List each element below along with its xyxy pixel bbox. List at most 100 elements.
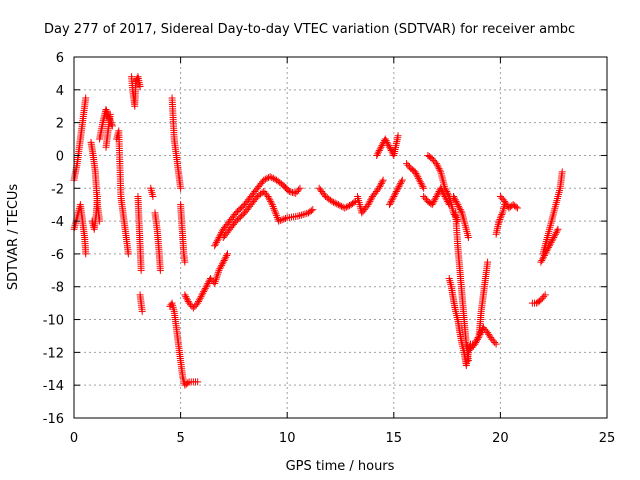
series-s31 — [492, 201, 509, 238]
data-point — [376, 145, 384, 153]
data-point — [197, 293, 205, 301]
data-point — [420, 192, 428, 200]
data-point — [177, 184, 185, 192]
data-point — [292, 189, 300, 197]
data-point — [473, 335, 481, 343]
data-point — [270, 204, 278, 212]
data-point — [280, 215, 288, 223]
data-point — [391, 191, 399, 199]
data-point — [199, 289, 207, 297]
data-point — [378, 142, 386, 150]
data-point — [393, 186, 401, 194]
data-point — [441, 184, 449, 192]
data-point — [551, 232, 559, 240]
data-point — [432, 160, 440, 168]
data-point — [276, 216, 284, 224]
data-point — [320, 191, 328, 199]
data-point — [428, 155, 436, 163]
data-point — [268, 201, 276, 209]
data-point — [103, 107, 111, 115]
data-point — [404, 161, 412, 169]
data-point — [416, 178, 424, 186]
data-point — [381, 135, 389, 143]
data-point — [488, 335, 496, 343]
data-point — [394, 184, 402, 192]
y-tick-label: -4 — [51, 215, 64, 230]
data-point — [275, 217, 283, 225]
series-s22 — [386, 176, 406, 209]
data-point — [549, 235, 557, 243]
data-point — [267, 197, 275, 205]
data-point — [214, 235, 222, 243]
data-point — [331, 199, 339, 207]
data-point — [365, 199, 373, 207]
data-point — [491, 339, 499, 347]
data-point — [202, 283, 210, 291]
data-point — [189, 304, 197, 312]
data-point — [548, 237, 556, 245]
series-s32 — [496, 192, 521, 212]
y-tick-label: -10 — [43, 314, 64, 329]
data-point — [336, 202, 344, 210]
data-point — [203, 281, 211, 289]
data-point — [297, 211, 305, 219]
data-point — [551, 230, 559, 238]
data-point — [82, 94, 90, 102]
x-tick-label: 20 — [492, 431, 509, 446]
data-point — [436, 166, 444, 174]
data-point — [386, 143, 394, 151]
data-point — [375, 147, 383, 155]
data-point — [442, 186, 450, 194]
data-point — [149, 192, 157, 200]
data-series — [70, 73, 566, 389]
data-point — [430, 197, 438, 205]
data-point — [431, 196, 439, 204]
data-point — [263, 174, 271, 182]
y-tick-label: -14 — [43, 379, 64, 394]
data-point — [392, 188, 400, 196]
data-point — [264, 192, 272, 200]
data-point — [213, 272, 221, 280]
data-point — [328, 197, 336, 205]
data-point — [386, 145, 394, 153]
data-point — [376, 183, 384, 191]
data-point — [374, 150, 382, 158]
data-point — [428, 201, 436, 209]
data-point — [398, 176, 406, 184]
x-tick-label: 5 — [176, 431, 184, 446]
series-s16 — [181, 250, 232, 312]
data-point — [266, 173, 274, 181]
data-point — [181, 291, 189, 299]
data-point — [537, 258, 545, 266]
data-point — [415, 176, 423, 184]
data-point — [270, 206, 278, 214]
data-point — [550, 234, 558, 241]
data-point — [388, 196, 396, 204]
data-point — [184, 379, 192, 387]
data-point — [435, 165, 443, 173]
series-s12 — [151, 209, 164, 274]
data-point — [474, 334, 482, 342]
data-point — [301, 210, 309, 218]
x-tick-label: 0 — [70, 431, 78, 446]
chart-title: Day 277 of 2017, Sidereal Day-to-day VTE… — [44, 22, 575, 37]
data-point — [269, 174, 277, 182]
data-point — [377, 179, 385, 187]
data-point — [455, 204, 463, 212]
data-point — [223, 252, 231, 260]
data-point — [411, 168, 419, 176]
series-s11 — [147, 184, 157, 200]
data-point — [138, 307, 146, 315]
data-point — [489, 337, 497, 345]
data-point — [183, 294, 191, 302]
data-point — [194, 299, 202, 307]
data-point — [218, 261, 226, 269]
series-s30 — [475, 258, 492, 340]
data-point — [414, 173, 422, 181]
data-point — [307, 207, 315, 215]
data-point — [496, 215, 504, 223]
y-tick-label: -12 — [43, 346, 64, 361]
data-point — [93, 192, 101, 200]
series-s9 — [134, 192, 145, 274]
data-point — [420, 184, 428, 192]
